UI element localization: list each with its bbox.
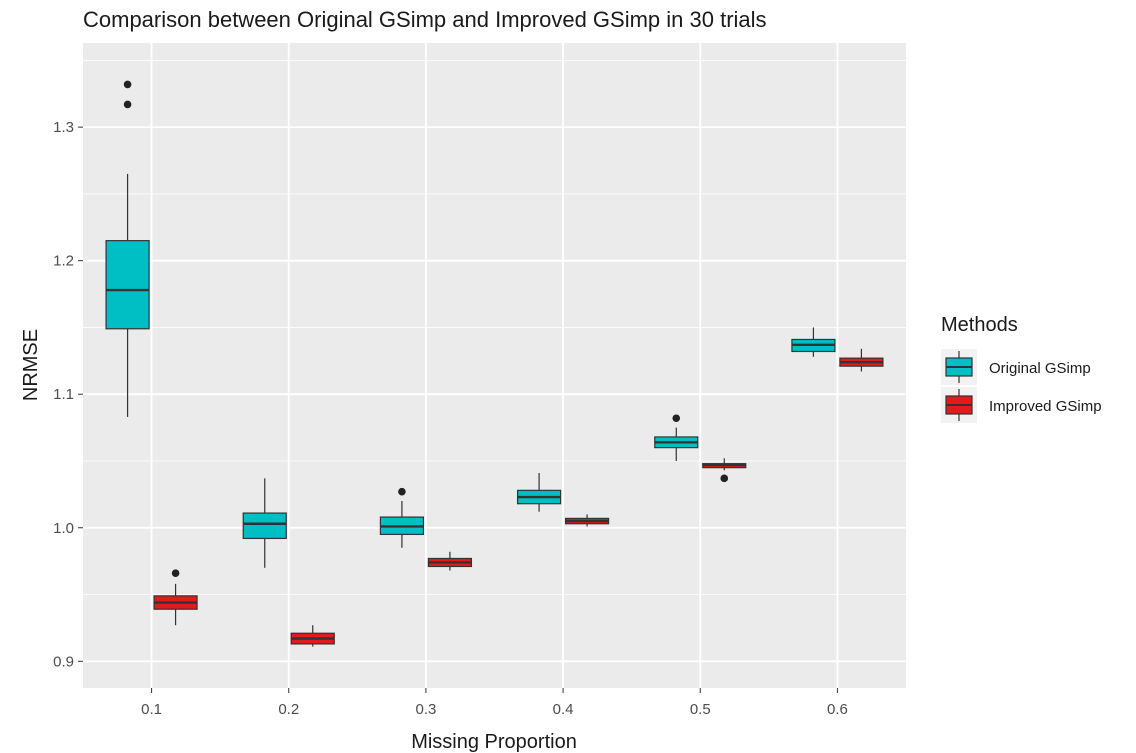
legend-label: Original GSimp: [989, 360, 1091, 377]
outlier-point: [171, 569, 180, 577]
legend: Methods Original GSimp Improved GSimp: [941, 314, 1102, 423]
y-tick-label: 1.3: [53, 119, 74, 136]
chart-title: Comparison between Original GSimp and Im…: [83, 7, 767, 32]
outlier-point: [123, 80, 132, 89]
box-original-0.2: [242, 478, 287, 568]
box-improved-0.6: [839, 348, 884, 372]
box-body: [105, 240, 150, 330]
box-original-0.5: [654, 414, 699, 461]
x-axis: 0.1 0.2 0.3 0.4 0.5 0.6: [141, 688, 848, 718]
y-axis: 0.9 1.0 1.1 1.2 1.3: [53, 119, 83, 670]
box-layer: [105, 80, 884, 647]
y-tick-label: 1.2: [53, 253, 74, 270]
box-original-0.1: [105, 80, 150, 417]
x-tick-label: 0.6: [827, 701, 848, 718]
outlier-point: [398, 487, 406, 496]
legend-label: Improved GSimp: [989, 398, 1102, 415]
x-axis-title: Missing Proportion: [411, 731, 577, 753]
outlier-point: [672, 414, 681, 423]
outlier-point: [123, 100, 132, 109]
y-tick-label: 1.1: [53, 386, 74, 403]
box-original-0.4: [516, 473, 562, 512]
x-tick-label: 0.3: [415, 701, 436, 718]
box-improved-0.5: [702, 458, 747, 483]
x-tick-label: 0.2: [278, 701, 299, 718]
x-tick-label: 0.1: [141, 701, 162, 718]
box-improved-0.2: [290, 625, 335, 647]
gridlines: [83, 43, 906, 688]
box-body: [242, 512, 287, 540]
x-tick-label: 0.4: [553, 701, 574, 718]
box-original-0.6: [791, 327, 836, 357]
x-tick-label: 0.5: [690, 701, 711, 718]
box-original-0.3: [379, 487, 425, 548]
legend-key-original: [941, 349, 977, 385]
y-tick-label: 1.0: [53, 520, 74, 537]
box-improved-0.1: [153, 569, 198, 626]
box-improved-0.3: [427, 551, 473, 571]
box-improved-0.4: [564, 514, 610, 527]
legend-title: Methods: [941, 314, 1018, 336]
legend-key-improved: [941, 387, 977, 423]
outlier-point: [720, 474, 729, 483]
plot-panel: [83, 43, 906, 688]
y-tick-label: 0.9: [53, 653, 74, 670]
y-axis-title: NRMSE: [20, 329, 42, 401]
